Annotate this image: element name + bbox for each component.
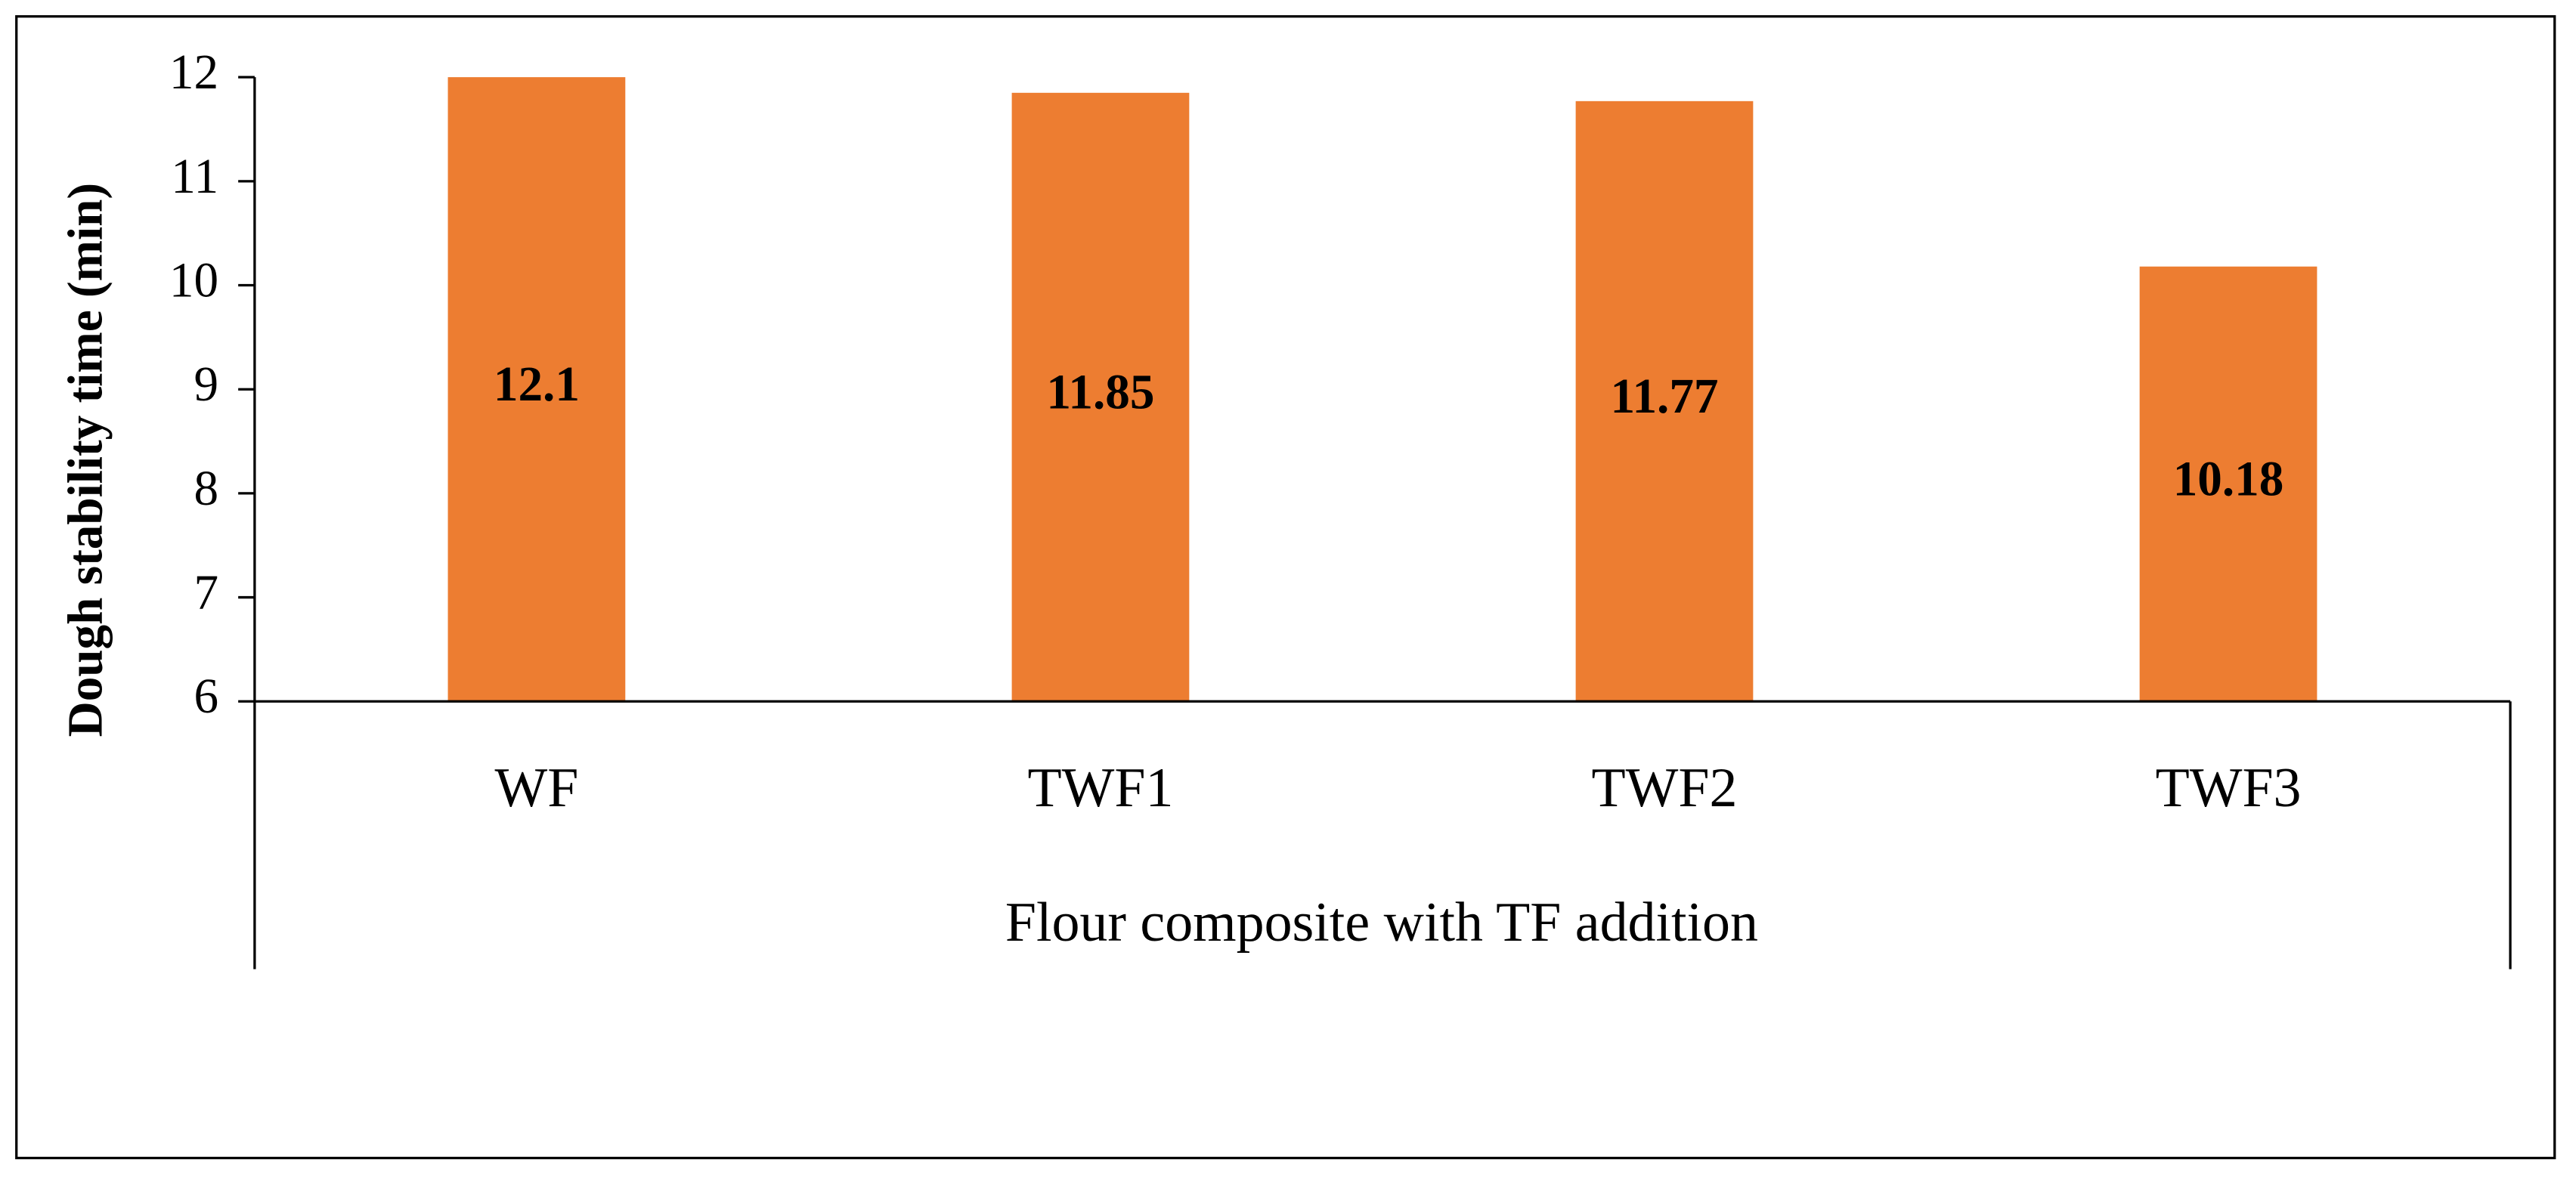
y-tick-label: 9 bbox=[194, 357, 218, 412]
frame bbox=[15, 15, 2556, 1160]
x-tick-label: TWF1 bbox=[1028, 756, 1174, 818]
y-tick-label: 7 bbox=[194, 566, 218, 620]
plot-area bbox=[447, 77, 2317, 702]
y-tick-label: 10 bbox=[169, 253, 218, 308]
x-tick-label: TWF2 bbox=[1592, 756, 1738, 818]
bar bbox=[2139, 266, 2317, 702]
x-tick-label: TWF3 bbox=[2156, 756, 2302, 818]
bar bbox=[447, 77, 626, 702]
x-tick-label: WF bbox=[494, 756, 578, 818]
bar bbox=[1575, 100, 1754, 702]
data-label: 10.18 bbox=[2173, 452, 2284, 506]
y-tick-label: 12 bbox=[169, 45, 218, 100]
x-axis-title: Flour composite with TF addition bbox=[1005, 891, 1758, 953]
y-axis-title: Dough stability time (min) bbox=[59, 183, 113, 737]
y-tick-label: 6 bbox=[194, 669, 218, 724]
y-tick-label: 11 bbox=[171, 150, 218, 204]
y-tick-label: 8 bbox=[194, 462, 218, 516]
data-label: 12.1 bbox=[494, 357, 580, 412]
data-label: 11.77 bbox=[1610, 369, 1718, 424]
data-label: 11.85 bbox=[1046, 365, 1154, 419]
bar bbox=[1011, 92, 1190, 702]
